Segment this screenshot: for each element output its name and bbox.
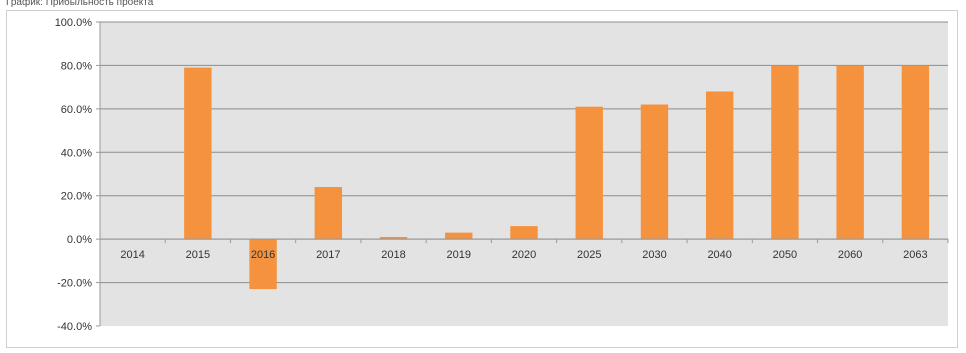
x-tick-label: 2015: [186, 249, 210, 261]
y-tick-label: 0.0%: [67, 234, 92, 246]
y-tick-label: 80.0%: [61, 60, 92, 72]
x-tick-label: 2017: [316, 249, 340, 261]
x-tick-label: 2030: [642, 249, 666, 261]
x-tick-label: 2019: [447, 249, 471, 261]
plot-area: [100, 22, 948, 326]
x-tick-label: 2060: [838, 249, 862, 261]
bar-2063: [901, 65, 930, 240]
bar-2020: [510, 226, 538, 240]
x-tick-label: 2016: [251, 249, 275, 261]
bar-2040: [705, 91, 734, 240]
bar-2050: [771, 65, 799, 240]
x-tick-label: 2050: [773, 249, 797, 261]
x-tick-label: 2025: [577, 249, 601, 261]
y-tick-labels: 100.0% 80.0% 60.0% 40.0% 20.0% 0.0% -20.0% -40.…: [55, 17, 93, 333]
x-tick-labels: 2014 2015 2016 2017 2018 2019 2020 2025 2030 2040…: [120, 249, 927, 261]
bar-2030: [640, 104, 669, 240]
x-tick-label: 2063: [903, 249, 927, 261]
bar-2018: [379, 236, 408, 240]
bar-2019: [445, 232, 473, 240]
bar-2060: [836, 65, 864, 240]
chart-title: График: Прибыльность проекта: [6, 0, 154, 8]
bar-2025: [575, 106, 603, 240]
bar-2017: [314, 187, 343, 240]
x-tick-label: 2040: [707, 249, 731, 261]
x-tick-label: 2020: [512, 249, 536, 261]
y-tick-label: 40.0%: [61, 147, 92, 159]
y-tick-label: 20.0%: [61, 191, 92, 203]
bar-2016: [249, 239, 277, 290]
y-tick-label: 100.0%: [55, 17, 93, 29]
grid-lines: [96, 21, 949, 327]
x-tick-label: 2014: [120, 249, 144, 261]
y-tick-label: 60.0%: [61, 104, 92, 116]
x-tick-label: 2018: [381, 249, 405, 261]
bar-2015: [184, 67, 212, 240]
axes: [99, 22, 948, 326]
y-tick-label: -20.0%: [57, 278, 92, 290]
bars: [184, 65, 930, 290]
y-tick-label: -40.0%: [57, 321, 92, 333]
